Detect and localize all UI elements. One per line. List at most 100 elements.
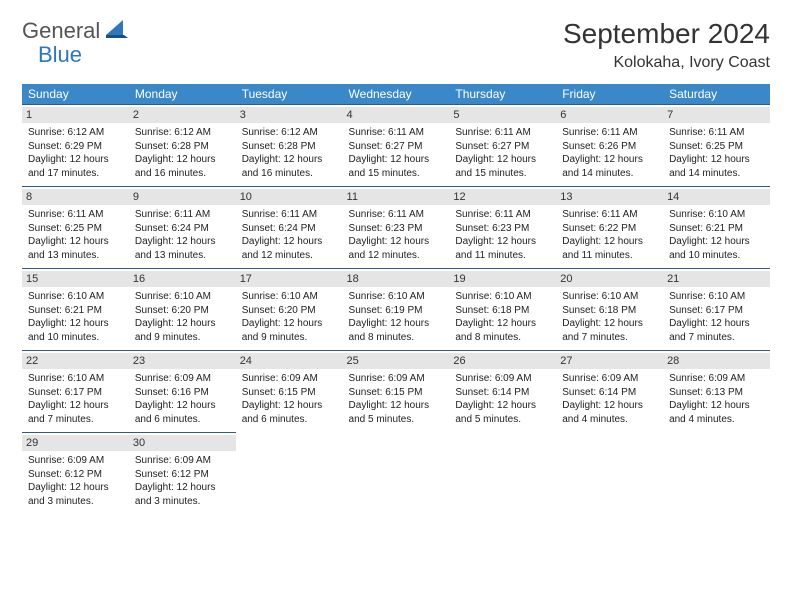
daylight1-text: Daylight: 12 hours bbox=[28, 153, 123, 167]
calendar-cell: 26Sunrise: 6:09 AMSunset: 6:14 PMDayligh… bbox=[449, 351, 556, 433]
sunrise-text: Sunrise: 6:12 AM bbox=[135, 126, 230, 140]
day-cell: 27Sunrise: 6:09 AMSunset: 6:14 PMDayligh… bbox=[556, 351, 663, 432]
daylight2-text: and 13 minutes. bbox=[135, 249, 230, 263]
daylight1-text: Daylight: 12 hours bbox=[455, 153, 550, 167]
sunset-text: Sunset: 6:18 PM bbox=[562, 304, 657, 318]
sunrise-text: Sunrise: 6:09 AM bbox=[349, 372, 444, 386]
empty-cell bbox=[663, 433, 770, 511]
sunset-text: Sunset: 6:25 PM bbox=[669, 140, 764, 154]
daylight1-text: Daylight: 12 hours bbox=[349, 317, 444, 331]
calendar-cell: 15Sunrise: 6:10 AMSunset: 6:21 PMDayligh… bbox=[22, 269, 129, 351]
calendar-week-row: 8Sunrise: 6:11 AMSunset: 6:25 PMDaylight… bbox=[22, 187, 770, 269]
sunrise-text: Sunrise: 6:10 AM bbox=[562, 290, 657, 304]
sunset-text: Sunset: 6:28 PM bbox=[242, 140, 337, 154]
day-number: 16 bbox=[129, 271, 236, 287]
sunrise-text: Sunrise: 6:09 AM bbox=[135, 372, 230, 386]
daylight1-text: Daylight: 12 hours bbox=[28, 399, 123, 413]
calendar-cell: 25Sunrise: 6:09 AMSunset: 6:15 PMDayligh… bbox=[343, 351, 450, 433]
day-number: 29 bbox=[22, 435, 129, 451]
daylight1-text: Daylight: 12 hours bbox=[349, 153, 444, 167]
calendar-cell bbox=[236, 433, 343, 515]
daylight2-text: and 16 minutes. bbox=[242, 167, 337, 181]
day-number: 20 bbox=[556, 271, 663, 287]
calendar-cell: 22Sunrise: 6:10 AMSunset: 6:17 PMDayligh… bbox=[22, 351, 129, 433]
daylight2-text: and 15 minutes. bbox=[349, 167, 444, 181]
daylight2-text: and 6 minutes. bbox=[135, 413, 230, 427]
sunset-text: Sunset: 6:15 PM bbox=[242, 386, 337, 400]
day-cell: 6Sunrise: 6:11 AMSunset: 6:26 PMDaylight… bbox=[556, 105, 663, 186]
daylight2-text: and 7 minutes. bbox=[669, 331, 764, 345]
day-cell: 18Sunrise: 6:10 AMSunset: 6:19 PMDayligh… bbox=[343, 269, 450, 350]
daylight1-text: Daylight: 12 hours bbox=[455, 317, 550, 331]
weekday-header-row: Sunday Monday Tuesday Wednesday Thursday… bbox=[22, 84, 770, 105]
day-cell: 29Sunrise: 6:09 AMSunset: 6:12 PMDayligh… bbox=[22, 433, 129, 514]
sunrise-text: Sunrise: 6:10 AM bbox=[349, 290, 444, 304]
daylight2-text: and 14 minutes. bbox=[562, 167, 657, 181]
brand-text-blue: Blue bbox=[38, 42, 82, 67]
calendar-cell: 3Sunrise: 6:12 AMSunset: 6:28 PMDaylight… bbox=[236, 105, 343, 187]
daylight2-text: and 9 minutes. bbox=[135, 331, 230, 345]
calendar-cell: 23Sunrise: 6:09 AMSunset: 6:16 PMDayligh… bbox=[129, 351, 236, 433]
sunset-text: Sunset: 6:14 PM bbox=[562, 386, 657, 400]
daylight2-text: and 8 minutes. bbox=[455, 331, 550, 345]
daylight1-text: Daylight: 12 hours bbox=[28, 317, 123, 331]
calendar-week-row: 29Sunrise: 6:09 AMSunset: 6:12 PMDayligh… bbox=[22, 433, 770, 515]
day-number: 30 bbox=[129, 435, 236, 451]
day-number: 23 bbox=[129, 353, 236, 369]
sunrise-text: Sunrise: 6:11 AM bbox=[562, 208, 657, 222]
title-block: September 2024 Kolokaha, Ivory Coast bbox=[563, 18, 770, 72]
daylight2-text: and 9 minutes. bbox=[242, 331, 337, 345]
calendar-cell: 2Sunrise: 6:12 AMSunset: 6:28 PMDaylight… bbox=[129, 105, 236, 187]
sunset-text: Sunset: 6:16 PM bbox=[135, 386, 230, 400]
calendar-cell: 19Sunrise: 6:10 AMSunset: 6:18 PMDayligh… bbox=[449, 269, 556, 351]
sunset-text: Sunset: 6:12 PM bbox=[135, 468, 230, 482]
calendar-cell: 4Sunrise: 6:11 AMSunset: 6:27 PMDaylight… bbox=[343, 105, 450, 187]
day-cell: 7Sunrise: 6:11 AMSunset: 6:25 PMDaylight… bbox=[663, 105, 770, 186]
sunset-text: Sunset: 6:17 PM bbox=[28, 386, 123, 400]
day-cell: 3Sunrise: 6:12 AMSunset: 6:28 PMDaylight… bbox=[236, 105, 343, 186]
calendar-week-row: 15Sunrise: 6:10 AMSunset: 6:21 PMDayligh… bbox=[22, 269, 770, 351]
sunset-text: Sunset: 6:12 PM bbox=[28, 468, 123, 482]
sunset-text: Sunset: 6:25 PM bbox=[28, 222, 123, 236]
calendar-cell: 13Sunrise: 6:11 AMSunset: 6:22 PMDayligh… bbox=[556, 187, 663, 269]
brand-text-general: General bbox=[22, 18, 100, 44]
calendar-cell: 16Sunrise: 6:10 AMSunset: 6:20 PMDayligh… bbox=[129, 269, 236, 351]
daylight1-text: Daylight: 12 hours bbox=[28, 481, 123, 495]
daylight1-text: Daylight: 12 hours bbox=[135, 153, 230, 167]
daylight2-text: and 16 minutes. bbox=[135, 167, 230, 181]
daylight1-text: Daylight: 12 hours bbox=[562, 399, 657, 413]
sunrise-text: Sunrise: 6:10 AM bbox=[242, 290, 337, 304]
sunrise-text: Sunrise: 6:10 AM bbox=[669, 290, 764, 304]
day-number: 24 bbox=[236, 353, 343, 369]
calendar-cell: 30Sunrise: 6:09 AMSunset: 6:12 PMDayligh… bbox=[129, 433, 236, 515]
day-cell: 9Sunrise: 6:11 AMSunset: 6:24 PMDaylight… bbox=[129, 187, 236, 268]
daylight1-text: Daylight: 12 hours bbox=[562, 153, 657, 167]
weekday-header: Sunday bbox=[22, 84, 129, 105]
calendar-cell: 6Sunrise: 6:11 AMSunset: 6:26 PMDaylight… bbox=[556, 105, 663, 187]
day-cell: 30Sunrise: 6:09 AMSunset: 6:12 PMDayligh… bbox=[129, 433, 236, 514]
day-cell: 12Sunrise: 6:11 AMSunset: 6:23 PMDayligh… bbox=[449, 187, 556, 268]
day-cell: 11Sunrise: 6:11 AMSunset: 6:23 PMDayligh… bbox=[343, 187, 450, 268]
daylight2-text: and 10 minutes. bbox=[28, 331, 123, 345]
page-header: General September 2024 Kolokaha, Ivory C… bbox=[22, 18, 770, 72]
sunset-text: Sunset: 6:13 PM bbox=[669, 386, 764, 400]
day-number: 5 bbox=[449, 107, 556, 123]
day-cell: 15Sunrise: 6:10 AMSunset: 6:21 PMDayligh… bbox=[22, 269, 129, 350]
sunrise-text: Sunrise: 6:09 AM bbox=[562, 372, 657, 386]
sunrise-text: Sunrise: 6:11 AM bbox=[455, 126, 550, 140]
weekday-header: Wednesday bbox=[343, 84, 450, 105]
day-number: 9 bbox=[129, 189, 236, 205]
daylight2-text: and 4 minutes. bbox=[562, 413, 657, 427]
day-cell: 5Sunrise: 6:11 AMSunset: 6:27 PMDaylight… bbox=[449, 105, 556, 186]
calendar-week-row: 1Sunrise: 6:12 AMSunset: 6:29 PMDaylight… bbox=[22, 105, 770, 187]
weekday-header: Tuesday bbox=[236, 84, 343, 105]
sunset-text: Sunset: 6:27 PM bbox=[349, 140, 444, 154]
calendar-cell bbox=[449, 433, 556, 515]
daylight2-text: and 17 minutes. bbox=[28, 167, 123, 181]
day-cell: 28Sunrise: 6:09 AMSunset: 6:13 PMDayligh… bbox=[663, 351, 770, 432]
daylight2-text: and 13 minutes. bbox=[28, 249, 123, 263]
day-cell: 4Sunrise: 6:11 AMSunset: 6:27 PMDaylight… bbox=[343, 105, 450, 186]
sunrise-text: Sunrise: 6:10 AM bbox=[28, 290, 123, 304]
weekday-header: Monday bbox=[129, 84, 236, 105]
sunrise-text: Sunrise: 6:10 AM bbox=[28, 372, 123, 386]
